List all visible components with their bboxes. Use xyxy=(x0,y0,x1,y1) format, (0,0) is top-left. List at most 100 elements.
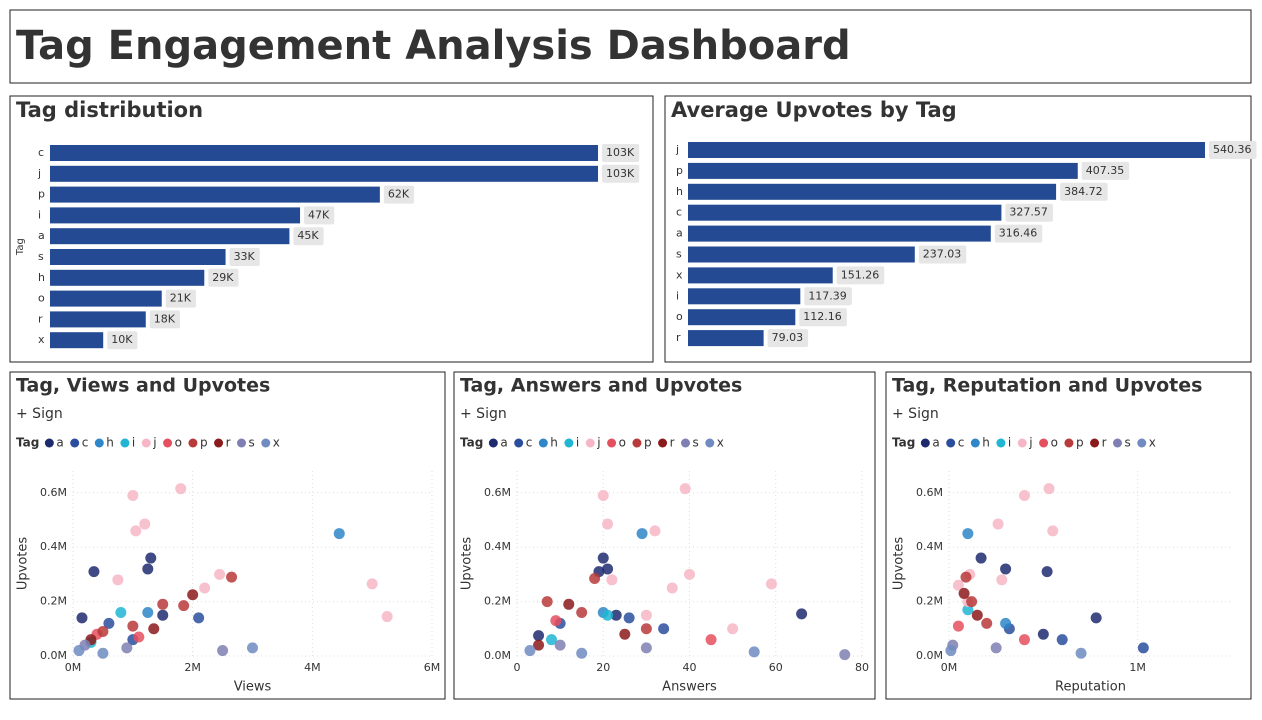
scatter-point xyxy=(1018,634,1030,646)
data-label: 45K xyxy=(297,229,319,242)
scatter-point xyxy=(666,582,678,594)
bar xyxy=(50,269,205,286)
legend-label: j xyxy=(152,436,156,450)
legend-label: i xyxy=(576,436,579,450)
scatter-point xyxy=(563,598,575,610)
legend-label: c xyxy=(526,436,533,450)
data-label: 237.03 xyxy=(923,248,962,261)
scatter-point xyxy=(1075,647,1087,659)
x-tick-label: 1M xyxy=(1129,661,1146,674)
scatter-point xyxy=(602,609,614,621)
category-label: a xyxy=(676,227,683,240)
legend-label: r xyxy=(1102,436,1107,450)
legend-label: o xyxy=(175,436,182,450)
chart-title: Tag, Reputation and Upvotes xyxy=(892,375,1202,397)
legend-label: x xyxy=(1149,436,1156,450)
legend-label: p xyxy=(644,436,652,450)
bar xyxy=(688,183,1057,200)
data-label: 103K xyxy=(606,167,635,180)
legend-marker xyxy=(214,438,224,448)
scatter-point xyxy=(602,518,614,530)
scatter-point xyxy=(73,645,85,657)
scatter-point xyxy=(640,642,652,654)
scatter-point xyxy=(966,596,978,608)
scatter-point xyxy=(748,646,760,658)
y-tick-label: 0.4M xyxy=(484,540,511,553)
scatter-point xyxy=(214,568,226,580)
legend-marker xyxy=(261,438,271,448)
legend-label: s xyxy=(1125,436,1131,450)
scatter-point xyxy=(679,483,691,495)
x-tick-label: 60 xyxy=(769,661,783,674)
legend-label: p xyxy=(200,436,208,450)
bar xyxy=(688,162,1078,179)
y-tick-label: 0.0M xyxy=(484,649,511,662)
legend-marker xyxy=(1017,438,1027,448)
legend-label: x xyxy=(273,436,280,450)
legend-marker xyxy=(44,438,54,448)
data-label-bg xyxy=(383,185,415,204)
scatter-point xyxy=(1047,525,1059,537)
data-label: 103K xyxy=(606,146,635,159)
legend-title: Tag xyxy=(16,436,39,450)
scatter-point xyxy=(975,552,987,564)
data-label-bg xyxy=(1005,203,1053,222)
scatter-point xyxy=(187,589,199,601)
data-label: 151.26 xyxy=(841,268,880,281)
scatter-point xyxy=(623,612,635,624)
scatter-point xyxy=(554,639,566,651)
scatter-point xyxy=(597,552,609,564)
y-tick-label: 0.6M xyxy=(484,486,511,499)
data-label: 62K xyxy=(388,188,410,201)
scatter-point xyxy=(217,645,229,657)
scatter-point xyxy=(962,528,974,540)
x-tick-label: 6M xyxy=(424,661,441,674)
legend-label: a xyxy=(500,436,507,450)
data-label: 10K xyxy=(111,333,133,346)
data-label-bg xyxy=(107,331,138,350)
scatter-point xyxy=(962,604,974,616)
scatter-point xyxy=(178,600,190,612)
data-label: 33K xyxy=(234,250,256,263)
scatter-point xyxy=(115,606,127,618)
scatter-point xyxy=(546,634,557,646)
y-tick-label: 0.4M xyxy=(40,540,67,553)
category-label: r xyxy=(676,331,681,344)
scatter-point xyxy=(658,623,670,635)
scatter-point xyxy=(103,617,115,629)
x-axis-label: Answers xyxy=(662,680,717,695)
category-label: s xyxy=(676,248,682,261)
scatter-point xyxy=(333,528,345,540)
scatter-point xyxy=(1137,642,1149,654)
data-label-bg xyxy=(602,164,640,183)
category-label: c xyxy=(676,206,682,219)
scatter-point xyxy=(199,582,211,594)
category-label: o xyxy=(38,292,45,305)
subtitle: + Sign xyxy=(460,406,507,422)
scatter-point xyxy=(226,571,238,583)
category-label: i xyxy=(38,208,41,221)
x-tick-label: 40 xyxy=(683,661,697,674)
category-label: r xyxy=(38,312,43,325)
data-label-bg xyxy=(229,248,260,266)
scatter-point xyxy=(97,647,109,659)
legend-label: i xyxy=(132,436,135,450)
scatter-point xyxy=(175,483,187,495)
x-tick-label: 20 xyxy=(596,661,610,674)
legend-marker xyxy=(996,438,1006,448)
bar xyxy=(50,249,226,265)
data-label: 29K xyxy=(212,271,234,284)
x-tick-label: 0 xyxy=(514,661,521,674)
category-label: x xyxy=(676,268,683,281)
x-tick-label: 4M xyxy=(304,661,321,674)
legend-marker xyxy=(1137,438,1147,448)
scatter-point xyxy=(157,598,169,610)
data-label-bg xyxy=(1081,161,1130,180)
data-label: 407.35 xyxy=(1086,164,1125,177)
legend-label: c xyxy=(82,436,89,450)
legend-label: a xyxy=(932,436,939,450)
scatter-point xyxy=(121,642,133,654)
y-tick-label: 0.6M xyxy=(916,486,943,499)
scatter-point xyxy=(727,623,739,635)
scatter-point xyxy=(981,617,993,629)
